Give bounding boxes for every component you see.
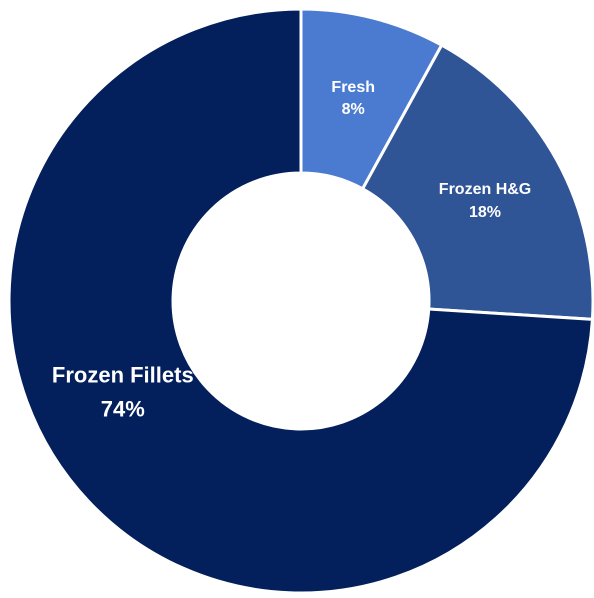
slice-label-name: Frozen H&G <box>439 181 531 198</box>
donut-labels: Fresh 8% Frozen H&G 18% Frozen Fillets 74% <box>52 79 531 421</box>
slice-label-value: 74% <box>101 396 145 421</box>
donut-hole <box>173 173 429 429</box>
slice-label-name: Frozen Fillets <box>52 362 194 387</box>
slice-label-value: 18% <box>469 204 501 221</box>
donut-slices <box>7 7 594 595</box>
slice-label-value: 8% <box>342 101 365 118</box>
slice-label-name: Fresh <box>331 79 375 96</box>
